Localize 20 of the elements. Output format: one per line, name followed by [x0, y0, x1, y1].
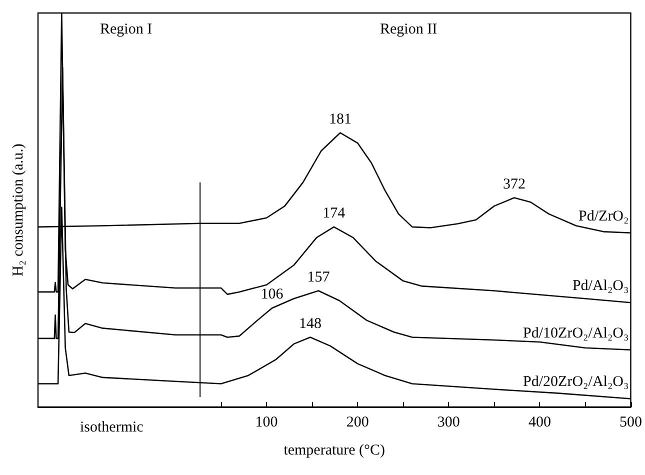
series-label: Pd/Al₂O₃	[572, 278, 629, 294]
annotation: 174	[322, 205, 346, 222]
series-label: Pd/10ZrO₂/Al₂O₃	[523, 325, 629, 342]
annotation: Region I	[100, 22, 152, 38]
x-tick-label: 100	[255, 414, 278, 430]
x-axis-title: temperature (°C)	[284, 442, 386, 458]
x-tick-label: 400	[528, 414, 551, 430]
x-tick-label: 300	[437, 414, 460, 430]
text: isothermic	[80, 420, 144, 436]
annotation: Region II	[380, 22, 438, 38]
annotation: 157	[307, 269, 330, 286]
annotation: 181	[329, 111, 352, 128]
annotation: 106	[260, 286, 284, 303]
x-tick-label: 200	[346, 414, 369, 430]
series-label: Pd/20ZrO₂/Al₂O₃	[523, 374, 629, 390]
y-axis-title: H₂ consumption (a.u.)	[10, 144, 26, 276]
x-tick-label: 500	[620, 414, 642, 430]
annotation: 372	[502, 176, 526, 192]
series-label: Pd/ZrO₂	[578, 208, 629, 224]
annotation: 148	[298, 316, 322, 332]
